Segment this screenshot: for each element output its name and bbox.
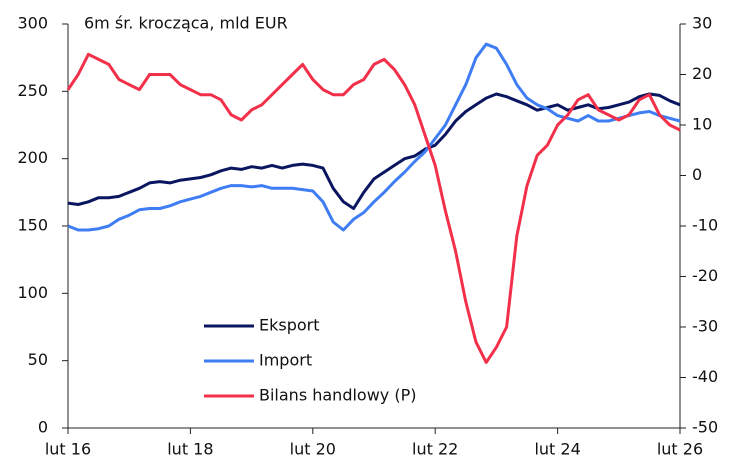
chart-title: 6m śr. krocząca, mld EUR	[84, 14, 288, 33]
y2-tick-label: -20	[692, 266, 718, 285]
legend-label: Import	[259, 351, 312, 370]
series-line	[67, 42, 681, 232]
y-tick-label: 200	[17, 148, 48, 167]
x-tick-label: lut 20	[290, 440, 336, 459]
series-line	[66, 52, 681, 364]
y2-tick-label: -10	[692, 216, 718, 235]
x-tick-label: lut 16	[45, 440, 91, 459]
y2-tick-label: -50	[692, 418, 718, 437]
y-tick-label: 300	[17, 14, 48, 33]
x-tick-label: lut 26	[657, 440, 703, 459]
y2-tick-label: 20	[692, 64, 712, 83]
y-tick-label: 250	[17, 81, 48, 100]
y-tick-label: 150	[17, 216, 48, 235]
legend-label: Eksport	[259, 316, 320, 335]
y-tick-label: 50	[28, 350, 48, 369]
x-tick-label: lut 18	[167, 440, 213, 459]
y2-tick-label: 10	[692, 115, 712, 134]
x-tick-label: lut 22	[412, 440, 458, 459]
y-tick-label: 0	[38, 418, 48, 437]
y2-tick-label: 0	[692, 165, 702, 184]
y-tick-label: 100	[17, 283, 48, 302]
y2-tick-label: 30	[692, 14, 712, 33]
x-tick-label: lut 24	[534, 440, 580, 459]
series-line	[67, 92, 681, 210]
y2-tick-label: -30	[692, 317, 718, 336]
y2-tick-label: -40	[692, 367, 718, 386]
legend-label: Bilans handlowy (P)	[259, 386, 416, 405]
